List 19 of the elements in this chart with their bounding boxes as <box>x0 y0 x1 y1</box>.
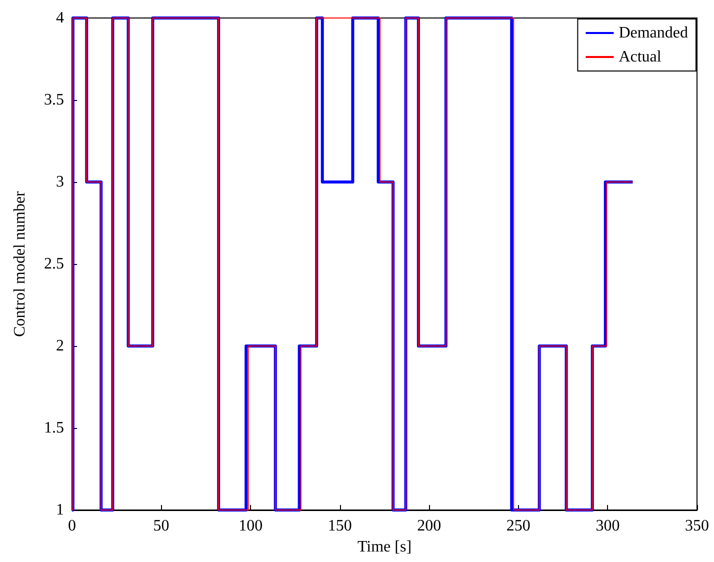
legend-label: Demanded <box>618 24 688 42</box>
x-tick-label: 300 <box>596 518 620 534</box>
y-tick-label: 1 <box>56 502 64 518</box>
x-tick-label: 150 <box>328 518 352 534</box>
y-tick-label: 1.5 <box>44 420 64 436</box>
y-tick-label: 4 <box>56 10 64 26</box>
x-axis-title: Time [s] <box>357 538 412 556</box>
x-tick-label: 200 <box>417 518 442 534</box>
y-tick-label: 2 <box>56 338 64 354</box>
x-tick-label: 0 <box>68 518 76 534</box>
legend-label: Actual <box>618 48 662 66</box>
y-tick-label: 2.5 <box>44 256 64 272</box>
x-tick-label: 100 <box>238 518 263 534</box>
y-tick-label: 3 <box>56 174 64 190</box>
x-tick-label: 350 <box>685 518 709 534</box>
x-tick-label: 50 <box>153 518 170 534</box>
y-axis-title: Control model number <box>12 190 28 337</box>
x-tick-label: 250 <box>506 518 530 534</box>
y-tick-label: 3.5 <box>44 92 64 108</box>
